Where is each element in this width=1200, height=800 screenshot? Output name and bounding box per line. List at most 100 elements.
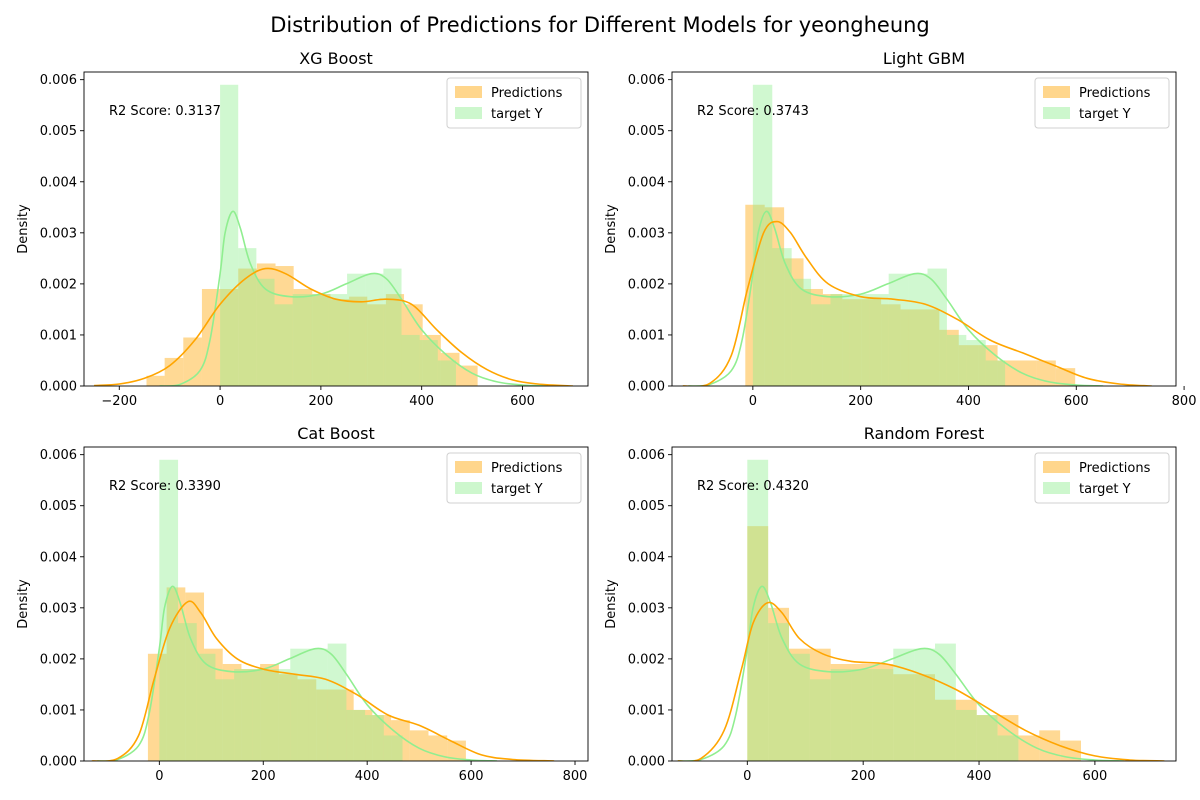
prediction-bar [747,526,769,761]
target-bar [830,294,850,386]
prediction-bar [146,375,165,386]
y-tick-label: 0.003 [628,601,665,616]
prediction-bar [349,296,368,386]
target-bar [252,669,272,761]
y-tick-label: 0.006 [40,73,77,88]
target-bar [327,643,347,761]
prediction-bar [872,663,894,761]
prediction-bar [334,689,354,761]
y-tick-label: 0.004 [628,550,665,565]
x-tick-label: 0 [216,394,224,409]
prediction-bar [330,299,350,386]
plot-area [682,84,1152,386]
target-bar [383,735,403,761]
legend: Predictions target Y [446,77,582,129]
y-axis-label: Density [604,204,619,254]
prediction-bar [939,329,959,386]
target-bar [310,294,329,386]
legend: Predictions target Y [446,452,582,504]
prediction-bar [422,334,441,386]
prediction-bar [391,720,410,761]
prediction-bar [919,309,940,386]
prediction-bar [185,592,205,761]
x-tick-label: 400 [409,394,434,409]
prediction-bar [297,679,317,761]
target-bar [946,334,967,386]
y-tick-label: 0.000 [40,380,77,395]
target-bar [747,459,769,761]
target-bar [791,278,812,386]
target-bar [274,304,293,386]
plot-area [94,84,573,386]
prediction-bar [842,299,862,386]
legend-entry: target Y [491,482,543,497]
legend-swatch-target [1043,482,1070,494]
axes-frame [671,446,1177,762]
x-tick-label: 0 [743,769,751,784]
r2-score-annotation: R2 Score: 0.4320 [697,479,809,494]
x-tick-label: 600 [1082,769,1107,784]
target-bar [401,334,420,386]
prediction-bar [935,699,956,761]
x-tick-label: 200 [251,769,276,784]
prediction-bar [745,204,765,386]
y-tick-label: 0.000 [628,755,665,770]
y-tick-label: 0.002 [628,277,665,292]
y-tick-label: 0.004 [628,175,665,190]
legend-entry: Predictions [1079,461,1151,476]
y-tick-label: 0.001 [628,328,665,343]
x-tick-label: 200 [308,394,333,409]
x-tick-label: 200 [848,394,873,409]
y-tick-label: 0.001 [40,328,77,343]
legend-swatch-target [455,107,482,119]
target-bar [849,294,870,386]
legend-entry: target Y [1079,482,1131,497]
x-tick-label: 0 [155,769,163,784]
y-tick-label: 0.000 [628,380,665,395]
target-bar [789,653,810,761]
legend-entry: Predictions [491,461,563,476]
prediction-kde-line [682,220,1152,386]
target-bar [927,268,947,386]
y-tick-label: 0.000 [40,755,77,770]
axes-frame [83,71,589,387]
prediction-bar [241,669,261,761]
prediction-kde-line [91,600,555,761]
prediction-bar [238,268,257,386]
y-tick-label: 0.003 [628,226,665,241]
target-bar [196,653,216,761]
target-bar [872,669,894,761]
prediction-bar [353,709,373,761]
x-tick-label: 600 [459,769,484,784]
y-tick-label: 0.005 [628,124,665,139]
y-tick-label: 0.005 [40,499,77,514]
prediction-bar [204,648,223,761]
subplots: −200 0 200 400 6000.0000.0010.0020.0030.0040… [16,49,1196,784]
prediction-bar [881,304,901,386]
y-tick-label: 0.004 [40,175,77,190]
x-tick-label: 0 [749,394,757,409]
prediction-bar [830,663,852,761]
subplot-1: −200 0 200 400 600 0.000 0.001 0.002 0.003 0.004 0… [16,49,589,409]
axes-frame [83,446,589,762]
target-bar [271,669,291,761]
x-tick-label: 800 [1172,394,1197,409]
target-kde-line [96,585,498,761]
prediction-bar [768,607,790,761]
target-bar [830,669,852,761]
prediction-bar [316,689,335,761]
figure-title: Distribution of Predictions for Differen… [270,13,930,37]
subplot-title: XG Boost [299,49,373,68]
legend-entry: target Y [491,107,543,122]
legend: Predictions target Y [1034,77,1170,129]
target-bar [809,679,831,761]
y-tick-label: 0.003 [40,226,77,241]
prediction-bar [372,715,392,761]
target-bar [383,268,402,386]
prediction-bar [803,288,823,386]
target-bar [220,84,239,386]
subplot-2: 0 200 400 600 800 0.000 0.001 0.002 0.003 0.004 0.… [604,49,1196,409]
y-tick-label: 0.003 [40,601,77,616]
y-tick-label: 0.001 [628,703,665,718]
y-axis-label: Density [16,579,31,629]
